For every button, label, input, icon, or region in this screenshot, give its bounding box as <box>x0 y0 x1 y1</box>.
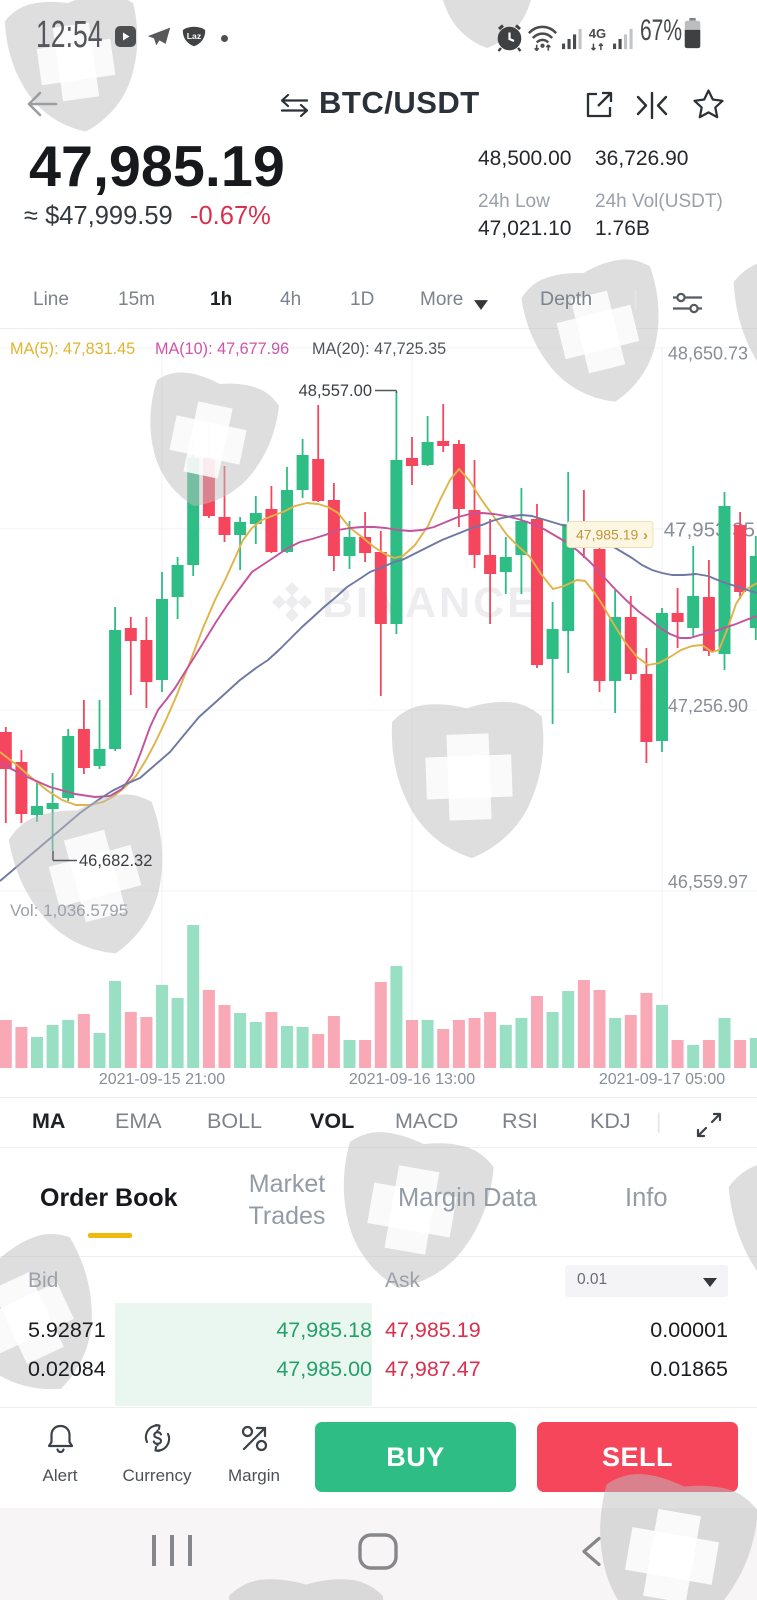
svg-text:4G: 4G <box>589 26 606 41</box>
svg-text:46,559.97: 46,559.97 <box>668 872 748 892</box>
svg-text:46,682.32: 46,682.32 <box>79 852 152 870</box>
svg-text:47,953.35: 47,953.35 <box>664 519 755 542</box>
svg-text:2021-09-16 13:00: 2021-09-16 13:00 <box>349 1071 475 1088</box>
svg-text:48,650.73: 48,650.73 <box>668 344 748 364</box>
svg-text:47,985.19: 47,985.19 <box>576 527 638 543</box>
svg-text:›: › <box>643 527 648 544</box>
svg-text:Laz: Laz <box>187 31 202 41</box>
svg-text:2021-09-17 05:00: 2021-09-17 05:00 <box>599 1071 725 1088</box>
svg-text:Vol: 1,036.5795: Vol: 1,036.5795 <box>10 901 128 920</box>
svg-text:48,557.00: 48,557.00 <box>299 382 372 400</box>
svg-text:BINANCE: BINANCE <box>322 579 539 627</box>
svg-text:47,256.90: 47,256.90 <box>668 696 748 716</box>
svg-text:2021-09-15 21:00: 2021-09-15 21:00 <box>99 1071 225 1088</box>
